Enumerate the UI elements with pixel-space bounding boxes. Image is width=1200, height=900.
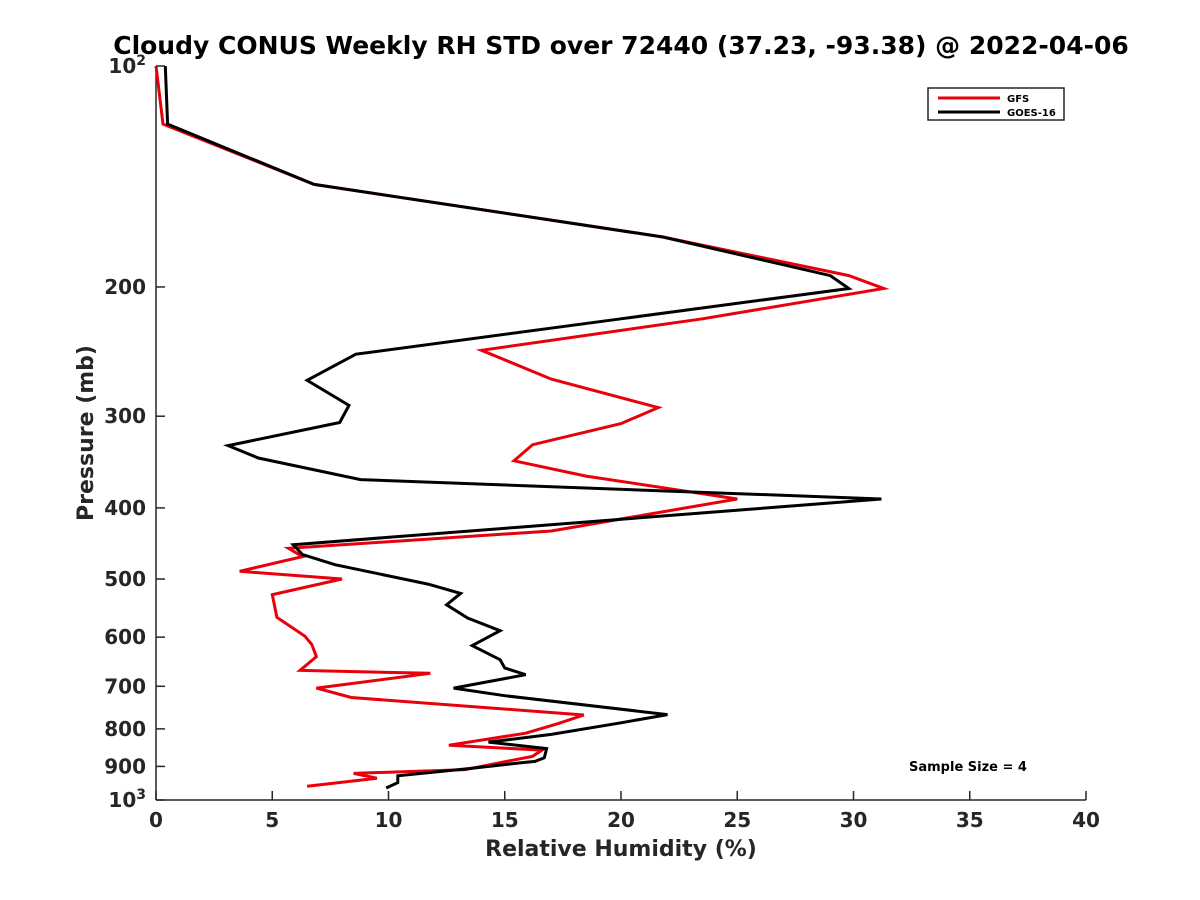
x-tick-label: 25 xyxy=(723,808,751,832)
y-tick-label: 200 xyxy=(104,275,146,299)
x-tick-label: 30 xyxy=(840,808,868,832)
y-tick-label: 800 xyxy=(104,717,146,741)
x-tick-label: 40 xyxy=(1072,808,1100,832)
series-line-gfs xyxy=(154,65,890,788)
plot-area xyxy=(154,65,1086,801)
series-line-goes-16 xyxy=(163,65,882,790)
x-tick-label: 35 xyxy=(956,808,984,832)
legend-box xyxy=(927,87,1065,121)
x-tick-label: 5 xyxy=(265,808,279,832)
x-tick-label: 0 xyxy=(149,808,163,832)
y-tick-label: 600 xyxy=(104,625,146,649)
x-axis-ticks: 0 5 10 15 20 25 30 35 40 xyxy=(149,791,1100,832)
x-tick-label: 10 xyxy=(375,808,403,832)
sample-size-annotation: Sample Size = 4 xyxy=(909,760,1027,775)
chart-title: Cloudy CONUS Weekly RH STD over 72440 (3… xyxy=(113,31,1129,60)
y-tick-base: 10 xyxy=(108,54,136,78)
x-tick-label: 15 xyxy=(491,808,519,832)
y-tick-exponent: 2 xyxy=(136,53,146,69)
y-tick-label: 400 xyxy=(104,496,146,520)
series-layer xyxy=(154,65,890,790)
legend-label: GFS xyxy=(1007,94,1029,105)
legend: GFS GOES-16 xyxy=(927,87,1065,121)
y-tick-label: 900 xyxy=(104,754,146,778)
y-tick-label: 300 xyxy=(104,404,146,428)
y-tick-label: 500 xyxy=(104,567,146,591)
y-tick-label: 103 xyxy=(108,787,146,812)
y-axis-label: Pressure (mb) xyxy=(74,345,99,521)
y-tick-label: 102 xyxy=(108,53,146,78)
x-tick-label: 20 xyxy=(607,808,635,832)
x-axis-label: Relative Humidity (%) xyxy=(485,837,757,862)
legend-label: GOES-16 xyxy=(1007,108,1056,119)
y-tick-base: 10 xyxy=(108,788,136,812)
y-tick-exponent: 3 xyxy=(136,787,146,803)
y-tick-label: 700 xyxy=(104,674,146,698)
